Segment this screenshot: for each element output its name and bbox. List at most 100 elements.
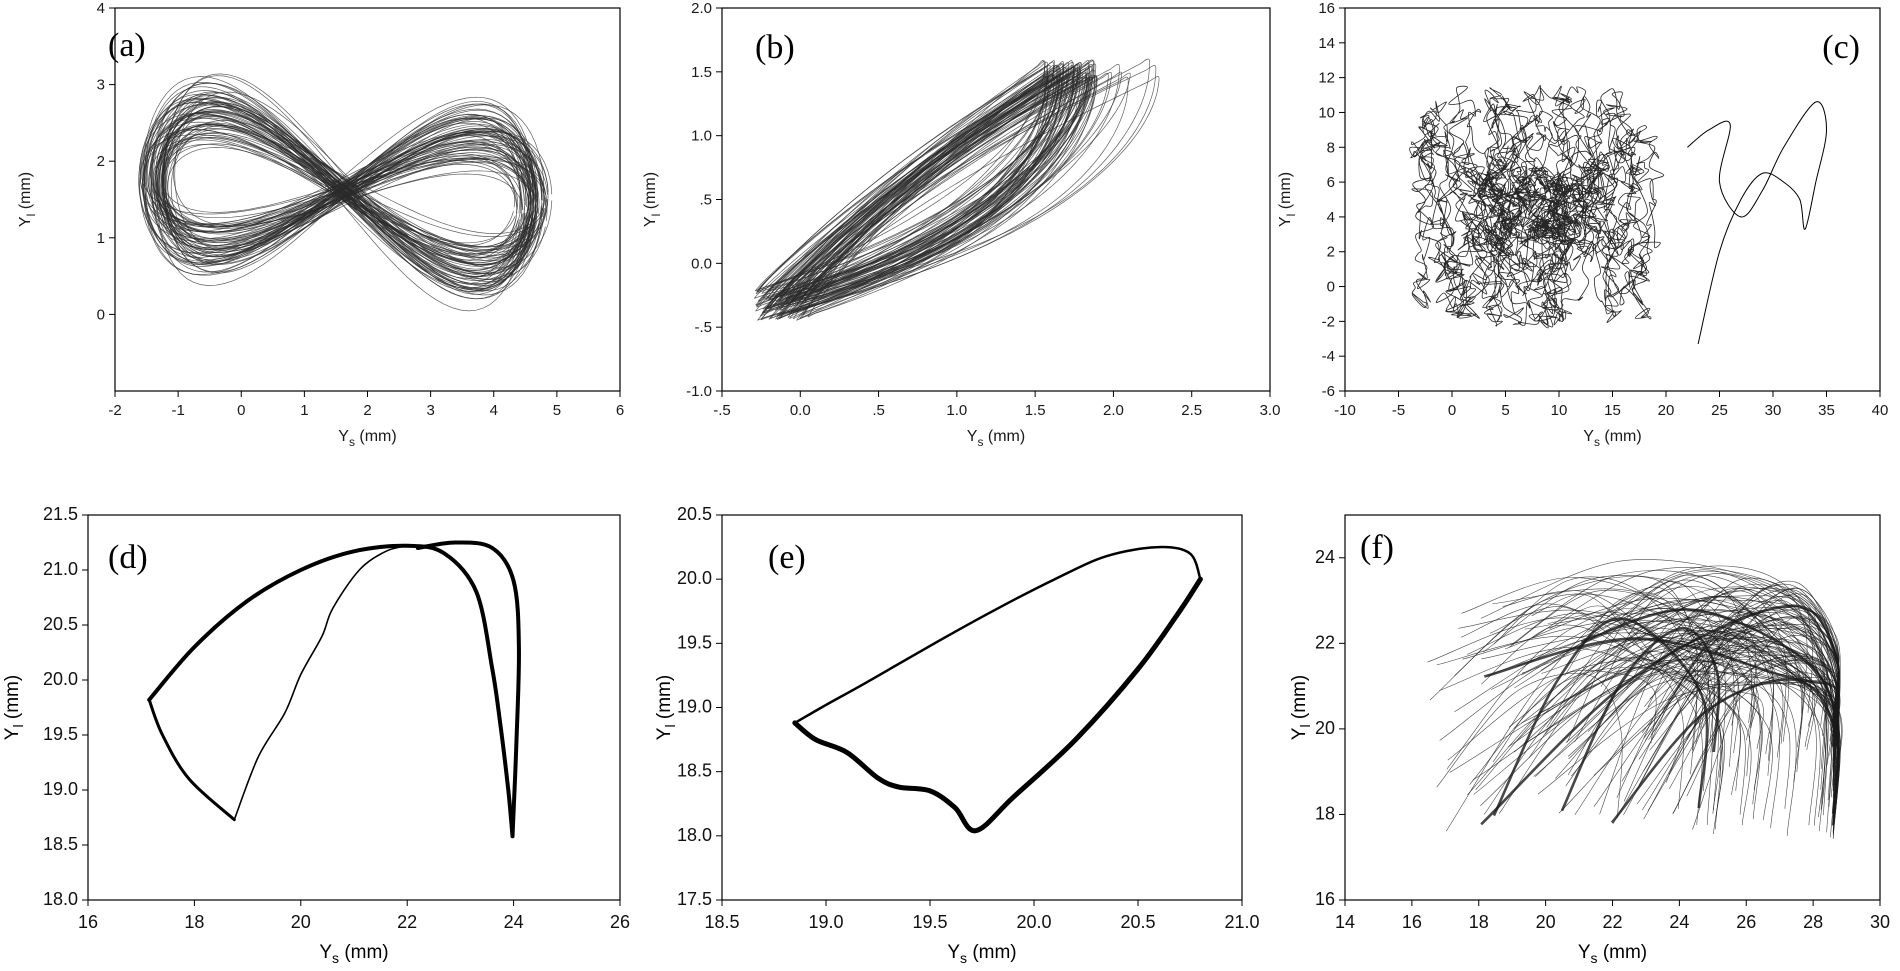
x-axis-label-main: Y xyxy=(1583,428,1594,445)
x-tick-label: 0 xyxy=(1448,402,1456,419)
trajectory-loop xyxy=(790,59,1090,313)
x-tick-label: 20.0 xyxy=(1016,912,1051,932)
x-axis-label: Ys (mm) xyxy=(319,942,388,966)
y-tick-label: 16 xyxy=(1315,889,1335,909)
y-tick-label: 1.5 xyxy=(691,64,712,81)
y-tick-label: 0.0 xyxy=(691,255,712,272)
trajectory-loop xyxy=(149,102,553,269)
trajectory-loop xyxy=(1480,650,1813,807)
y-axis-label-unit: (mm) xyxy=(1277,172,1294,214)
x-tick-label: 20 xyxy=(291,912,311,932)
y-axis-label-sub: l xyxy=(662,724,678,727)
y-axis-label-unit: (mm) xyxy=(2,675,23,725)
x-axis-label: Ys (mm) xyxy=(1578,942,1647,966)
trajectory-loop xyxy=(139,112,536,262)
curve-upper xyxy=(793,545,1202,725)
y-tick-label: -1.0 xyxy=(686,383,712,400)
x-tick-label: 1 xyxy=(300,402,308,419)
series-trajectory xyxy=(1427,559,1843,840)
y-tick-label: 4 xyxy=(97,0,105,17)
series-trajectory xyxy=(138,73,553,312)
x-axis-label-main: Y xyxy=(947,942,960,963)
trajectory-loop xyxy=(768,76,1098,320)
y-axis-label: Yl (mm) xyxy=(642,172,663,227)
trajectory-loop xyxy=(767,74,1073,301)
y-axis-label: Yl (mm) xyxy=(17,172,38,227)
trajectory-loop xyxy=(800,65,1092,300)
trajectory-loop xyxy=(1541,637,1839,783)
trajectory-loop xyxy=(755,65,1075,307)
x-tick-label: 1.0 xyxy=(946,402,967,419)
trajectory-loop xyxy=(1564,592,1713,825)
x-tick-label: 2.0 xyxy=(1103,402,1124,419)
trajectory-loop xyxy=(1639,629,1840,796)
y-tick-label: -.5 xyxy=(694,319,712,336)
x-axis-label-unit: (mm) xyxy=(983,428,1025,445)
trajectory-loop xyxy=(761,60,1095,313)
trajectory-loop xyxy=(1475,617,1797,836)
x-tick-label: 24 xyxy=(504,912,524,932)
x-tick-label: 20 xyxy=(1536,912,1556,932)
y-axis-label-unit: (mm) xyxy=(17,172,34,214)
trajectory-loop xyxy=(1492,588,1821,826)
x-tick-label: 18.5 xyxy=(704,912,739,932)
y-axis-label-sub: l xyxy=(1297,724,1313,727)
x-tick-label: 18 xyxy=(184,912,204,932)
x-axis-label-sub: s xyxy=(349,435,355,449)
trajectory-loop xyxy=(1480,559,1829,726)
plot-frame xyxy=(1344,514,1881,901)
x-axis-label-main: Y xyxy=(338,428,349,445)
x-axis-label: Ys (mm) xyxy=(1583,428,1641,449)
x-tick-label: 0.0 xyxy=(790,402,811,419)
y-tick-label: 20.5 xyxy=(677,504,712,524)
y-tick-label: 1.0 xyxy=(691,128,712,145)
trajectory-loop xyxy=(1544,657,1763,791)
y-tick-label: 2 xyxy=(97,153,105,170)
panel-c: -10 -5 0 5 10 15 20 25 30 35 40 -6 -4 -2 0 2 4 6 8 10 12 14 16… xyxy=(1277,0,1888,449)
x-tick-label: 0 xyxy=(237,402,245,419)
x-tick-label: 19.0 xyxy=(808,912,843,932)
x-axis-label-sub: s xyxy=(332,950,339,966)
x-axis-label: Ys (mm) xyxy=(967,428,1025,449)
trajectory-loop xyxy=(1574,659,1815,815)
y-tick-label: 17.5 xyxy=(677,889,712,909)
trajectory-loop xyxy=(1641,608,1829,816)
y-tick-label: 21.0 xyxy=(43,559,78,579)
trajectory-loop xyxy=(802,60,1046,316)
y-tick-label: 1 xyxy=(97,230,105,247)
x-axis-label: Ys (mm) xyxy=(947,942,1016,966)
series-trajectory xyxy=(753,58,1160,321)
trajectory-loop xyxy=(1436,635,1764,750)
trajectory-loop xyxy=(777,67,1061,298)
x-tick-label: 30 xyxy=(1765,402,1782,419)
x-tick-label: 30 xyxy=(1870,912,1890,932)
x-tick-label: 5 xyxy=(553,402,561,419)
x-axis-label-main: Y xyxy=(319,942,332,963)
y-tick-label: 19.5 xyxy=(43,724,78,744)
trajectory-loop xyxy=(1665,585,1841,783)
series-trajectory xyxy=(1409,85,1828,345)
x-tick-label: -2 xyxy=(108,402,121,419)
y-tick-label: .5 xyxy=(699,192,712,209)
y-tick-label: -4 xyxy=(1322,348,1335,365)
y-tick-label: 24 xyxy=(1315,547,1335,567)
y-axis-label-main: Y xyxy=(1289,727,1310,740)
trajectory-loop xyxy=(151,82,534,300)
x-tick-label: 22 xyxy=(1602,912,1622,932)
trajectory-loop xyxy=(1489,606,1725,818)
y-tick-label: 16 xyxy=(1318,0,1335,17)
x-tick-label: 25 xyxy=(1711,402,1728,419)
plot-frame xyxy=(87,514,621,901)
trajectory-loop xyxy=(760,69,1096,321)
trajectory-loop xyxy=(1510,570,1753,777)
trajectory-loop xyxy=(1439,647,1759,727)
x-axis-label-sub: s xyxy=(977,435,983,449)
trajectory-loop xyxy=(159,103,545,282)
panel-d: 16 18 20 22 24 26 18.0 18.5 19.0 19.5 20.0 20.5 21.0… xyxy=(2,504,630,966)
x-axis-label-sub: s xyxy=(960,950,967,966)
y-axis-label-main: Y xyxy=(654,727,675,740)
x-axis-label-main: Y xyxy=(1578,942,1591,963)
trajectory-loop xyxy=(1492,617,1709,817)
x-tick-label: 26 xyxy=(610,912,630,932)
